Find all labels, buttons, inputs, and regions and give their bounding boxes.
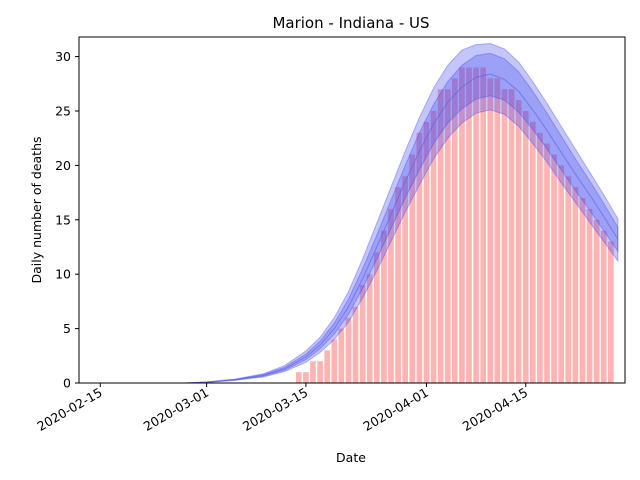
- bar: [487, 78, 494, 383]
- bar: [352, 306, 359, 383]
- x-axis-title: Date: [336, 450, 366, 465]
- bar: [544, 143, 550, 383]
- bar: [565, 176, 572, 383]
- bar: [324, 350, 331, 383]
- bar: [515, 100, 522, 384]
- bar: [451, 78, 458, 383]
- bar: [558, 165, 565, 383]
- bar: [430, 110, 437, 384]
- bar: [295, 372, 302, 383]
- bar: [529, 121, 536, 384]
- bar: [381, 230, 387, 383]
- y-axis: 0 5 10 15 20 25 30: [55, 49, 79, 391]
- bar: [395, 187, 401, 383]
- bar: [317, 361, 323, 383]
- bar: [331, 339, 338, 383]
- bar: [437, 89, 444, 383]
- bar: [359, 285, 366, 383]
- y-tick-label: 5: [63, 321, 71, 336]
- bar: [423, 121, 430, 384]
- bar: [607, 241, 614, 383]
- chart-title: Marion - Indiana - US: [272, 14, 429, 32]
- bar: [466, 67, 472, 383]
- bar: [522, 110, 529, 384]
- y-tick-label: 0: [63, 376, 71, 391]
- confidence-band-outer: [185, 43, 619, 384]
- y-tick-label: 30: [55, 49, 71, 64]
- bar: [388, 208, 394, 383]
- bar: [586, 208, 593, 383]
- bar: [338, 328, 345, 383]
- bar: [444, 89, 451, 383]
- bar: [303, 372, 309, 383]
- axes-frame: [78, 36, 626, 384]
- y-axis-title: Daily number of deaths: [29, 136, 44, 283]
- y-tick-label: 10: [55, 267, 71, 282]
- bar: [366, 274, 373, 383]
- bar: [459, 67, 465, 383]
- bar: [572, 187, 579, 383]
- bar: [600, 230, 607, 383]
- bar: [508, 89, 515, 383]
- bar: [537, 132, 543, 383]
- bar: [480, 67, 487, 383]
- mean-line: [185, 73, 619, 384]
- plot-area: [185, 43, 619, 384]
- bar: [579, 198, 586, 383]
- bar: [416, 132, 423, 383]
- y-tick-label: 15: [55, 212, 71, 227]
- bar: [473, 67, 479, 383]
- bar: [551, 154, 557, 383]
- bar: [501, 89, 508, 383]
- bar: [409, 154, 416, 383]
- bar: [345, 317, 352, 383]
- y-tick-label: 20: [55, 158, 71, 173]
- bar: [494, 78, 501, 383]
- bar: [373, 252, 380, 383]
- bar: [402, 176, 409, 383]
- bar: [593, 219, 600, 383]
- y-tick-label: 25: [55, 103, 71, 118]
- bar: [310, 361, 316, 383]
